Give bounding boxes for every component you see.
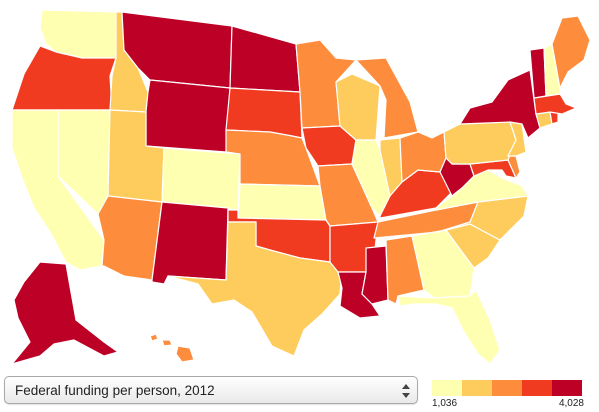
state-fl[interactable] — [397, 289, 501, 365]
state-ks[interactable] — [237, 183, 327, 221]
state-co[interactable] — [161, 147, 241, 211]
state-az[interactable] — [97, 195, 163, 281]
state-nh[interactable] — [543, 43, 561, 97]
legend-swatch — [432, 380, 462, 396]
state-wy[interactable] — [145, 79, 231, 153]
state-ri[interactable] — [549, 111, 559, 125]
legend-max-label: 4,028 — [558, 398, 584, 409]
state-hi[interactable] — [149, 333, 195, 363]
metric-select[interactable]: Federal funding per person, 2012 — [4, 376, 418, 404]
legend-swatch — [522, 380, 552, 396]
state-va[interactable] — [435, 169, 529, 211]
legend-min-label: 1,036 — [432, 398, 458, 409]
state-me[interactable] — [551, 15, 591, 89]
legend-swatch — [492, 380, 522, 396]
state-ak[interactable] — [11, 261, 119, 365]
state-pa[interactable] — [443, 121, 517, 165]
legend-swatch — [462, 380, 492, 396]
state-tx[interactable] — [167, 221, 343, 357]
up-down-arrows-icon — [402, 384, 410, 398]
state-ms[interactable] — [361, 245, 389, 305]
legend-swatch — [552, 380, 582, 396]
metric-select-label: Federal funding per person, 2012 — [15, 383, 215, 398]
us-states-map — [11, 9, 591, 365]
color-legend: 1,036 4,028 — [432, 380, 584, 410]
state-nm[interactable] — [151, 201, 229, 285]
state-nd[interactable] — [229, 25, 301, 93]
state-ma[interactable] — [533, 93, 577, 115]
legend-swatches — [432, 380, 582, 396]
state-ne[interactable] — [225, 129, 321, 187]
state-nc[interactable] — [437, 195, 529, 241]
state-or[interactable] — [11, 45, 117, 111]
